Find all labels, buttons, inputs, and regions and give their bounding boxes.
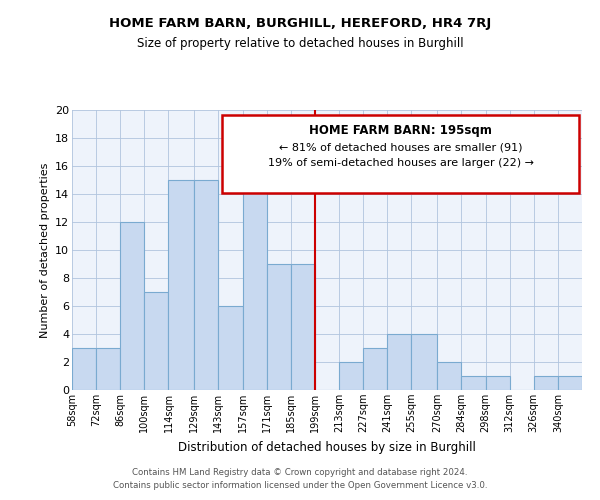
Text: 19% of semi-detached houses are larger (22) →: 19% of semi-detached houses are larger (…: [268, 158, 533, 168]
Bar: [120, 222, 145, 390]
Text: HOME FARM BARN: 195sqm: HOME FARM BARN: 195sqm: [309, 124, 492, 137]
Bar: [534, 376, 558, 390]
Bar: [218, 306, 242, 390]
Bar: [145, 292, 169, 390]
Bar: [339, 362, 363, 390]
Bar: [242, 152, 266, 390]
Y-axis label: Number of detached properties: Number of detached properties: [40, 162, 50, 338]
Bar: [437, 362, 461, 390]
Bar: [558, 376, 582, 390]
Bar: [169, 180, 194, 390]
Bar: [96, 348, 120, 390]
Bar: [266, 264, 291, 390]
Text: HOME FARM BARN, BURGHILL, HEREFORD, HR4 7RJ: HOME FARM BARN, BURGHILL, HEREFORD, HR4 …: [109, 18, 491, 30]
Bar: [388, 334, 412, 390]
Bar: [291, 264, 315, 390]
Text: ← 81% of detached houses are smaller (91): ← 81% of detached houses are smaller (91…: [279, 142, 522, 152]
Bar: [412, 334, 437, 390]
Bar: [363, 348, 388, 390]
Bar: [485, 376, 509, 390]
Text: Size of property relative to detached houses in Burghill: Size of property relative to detached ho…: [137, 38, 463, 51]
Text: Contains HM Land Registry data © Crown copyright and database right 2024.
Contai: Contains HM Land Registry data © Crown c…: [113, 468, 487, 490]
Bar: [72, 348, 96, 390]
Bar: [194, 180, 218, 390]
Bar: [461, 376, 485, 390]
X-axis label: Distribution of detached houses by size in Burghill: Distribution of detached houses by size …: [178, 440, 476, 454]
